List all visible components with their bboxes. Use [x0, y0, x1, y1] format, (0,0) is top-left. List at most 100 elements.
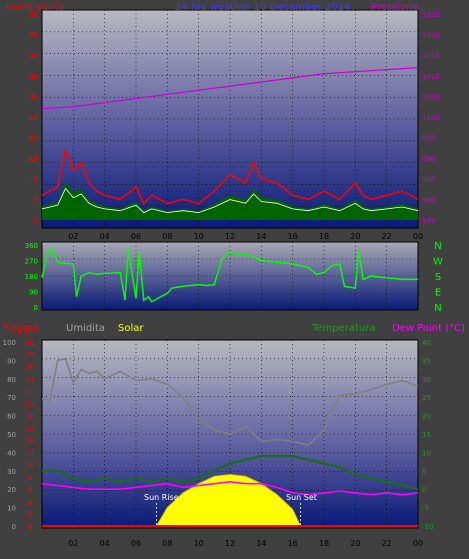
rain-tick-label: 30 [26, 339, 35, 347]
wind-pressure-panel: Forza vento 24 hrs weather 10 December 2… [6, 2, 440, 241]
wind-header-label: Forza vento [6, 2, 65, 13]
temperature-tick-label: 35 [422, 357, 431, 365]
x-tick-label: 06 [131, 232, 141, 241]
wind-tick-label: 25 [29, 114, 38, 122]
direction-tick-label: 180 [25, 273, 38, 281]
x-tick-label: 12 [225, 232, 235, 241]
x-tick-label: 18 [319, 232, 329, 241]
dewpoint-label: Dew Point (°C) [392, 323, 465, 334]
humidity-tick-label: 90 [7, 357, 16, 365]
x-tick-label: 16 [288, 232, 298, 241]
rain-label: Pioggia [2, 323, 38, 334]
wind-tick-label: 10 [29, 176, 38, 184]
x-tick-label: 04 [100, 539, 110, 548]
compass-label: S [435, 272, 441, 283]
temperature-tick-label: 40 [422, 339, 431, 347]
humidity-tick-label: 70 [7, 394, 16, 402]
temperature-tick-label: 15 [422, 431, 431, 439]
temperature-label: Temperatura [311, 323, 376, 334]
rain-tick-label: 20 [26, 400, 35, 408]
solar-area [155, 473, 302, 527]
temperature-tick-label: 10 [422, 449, 431, 457]
wind-tick-label: 50 [29, 11, 38, 19]
rain-tick-label: 16 [26, 425, 35, 433]
x-tick-label: 02 [68, 539, 78, 548]
x-tick-label: 00 [413, 232, 423, 241]
x-tick-label: 06 [131, 539, 141, 548]
panel3-time-axis: 02 04 06 08 10 12 14 16 18 20 22 00 [68, 539, 423, 548]
rain-tick-label: 2 [28, 511, 32, 519]
temperature-tick-label: 20 [422, 413, 431, 421]
humidity-tick-label: 60 [7, 413, 16, 421]
temperature-tick-label: 30 [422, 376, 431, 384]
rain-tick-label: 4 [28, 498, 33, 506]
wind-speed-line [41, 187, 419, 214]
wind-axis-ticks: 0 5 10 15 20 25 30 35 40 45 50 [29, 11, 38, 225]
humidity-tick-label: 50 [7, 431, 16, 439]
chart-title: 24 hrs weather 10 December 2014 [175, 2, 350, 13]
x-tick-label: 10 [194, 232, 204, 241]
rain-tick-label: 22 [26, 388, 35, 396]
x-tick-label: 18 [319, 539, 329, 548]
direction-tick-label: 360 [25, 242, 38, 250]
humidity-tick-label: 10 [7, 505, 16, 513]
pressure-tick-label: 1010 [422, 73, 440, 81]
humidity-tick-label: 0 [12, 523, 16, 531]
hum-temp-series [41, 357, 419, 527]
x-tick-label: 00 [413, 539, 423, 548]
pressure-tick-label: 1020 [422, 32, 440, 40]
pressure-axis-ticks: 975 980 985 990 995 1000 1005 1010 1015 1020 1025 [422, 11, 440, 225]
panel1-time-axis: 02 04 06 08 10 12 14 16 18 20 22 00 [68, 232, 423, 241]
temperature-tick-label: -5 [422, 505, 429, 513]
x-tick-label: 12 [225, 539, 235, 548]
pressure-line [41, 67, 419, 110]
rain-tick-label: 18 [26, 413, 35, 421]
x-tick-label: 20 [350, 539, 360, 548]
wind-tick-label: 20 [29, 135, 38, 143]
direction-axis-ticks: 0 90 180 270 360 [25, 242, 38, 312]
humidity-tick-label: 30 [7, 468, 16, 476]
humidity-tick-label: 80 [7, 376, 16, 384]
rain-tick-label: 8 [28, 474, 32, 482]
compass-label: N [434, 303, 441, 314]
direction-line [41, 246, 418, 303]
rain-tick-label: 0 [28, 523, 32, 531]
temperature-tick-label: 0 [422, 486, 426, 494]
wind-pressure-series [41, 67, 419, 220]
x-tick-label: 14 [256, 539, 266, 548]
rain-tick-label: 24 [26, 376, 35, 384]
rain-tick-label: 28 [26, 351, 35, 359]
humidity-tick-label: 100 [3, 339, 16, 347]
wind-tick-label: 40 [29, 52, 38, 60]
pressure-tick-label: 990 [422, 155, 435, 163]
sunrise-label: Sun Rise [144, 493, 179, 502]
pressure-tick-label: 1025 [422, 11, 440, 19]
wind-tick-label: 35 [29, 73, 38, 81]
x-tick-label: 08 [162, 232, 172, 241]
pressure-header-label: Pressione [371, 2, 419, 13]
sunset-label: Sun Set [286, 493, 317, 502]
rain-tick-label: 12 [26, 449, 35, 457]
wind-grid [42, 10, 418, 228]
x-tick-label: 10 [194, 539, 204, 548]
rain-tick-label: 10 [26, 462, 35, 470]
rain-tick-label: 26 [26, 364, 35, 372]
x-tick-label: 20 [350, 232, 360, 241]
pressure-tick-label: 985 [422, 176, 435, 184]
x-tick-label: 22 [382, 539, 392, 548]
wind-tick-label: 0 [34, 217, 38, 225]
direction-series [41, 246, 418, 303]
humidity-temperature-panel: Pioggia Umidita Solar Temperatura Dew Po… [2, 323, 465, 548]
humidity-label: Umidita [66, 323, 105, 334]
x-tick-label: 22 [382, 232, 392, 241]
humidity-tick-label: 20 [7, 486, 16, 494]
pressure-tick-label: 1005 [422, 93, 440, 101]
pressure-tick-label: 975 [422, 217, 435, 225]
x-tick-label: 08 [162, 539, 172, 548]
wind-gust-line [41, 147, 419, 205]
wind-tick-label: 30 [29, 93, 38, 101]
temperature-tick-label: 25 [422, 394, 431, 402]
compass-label: E [435, 288, 441, 299]
